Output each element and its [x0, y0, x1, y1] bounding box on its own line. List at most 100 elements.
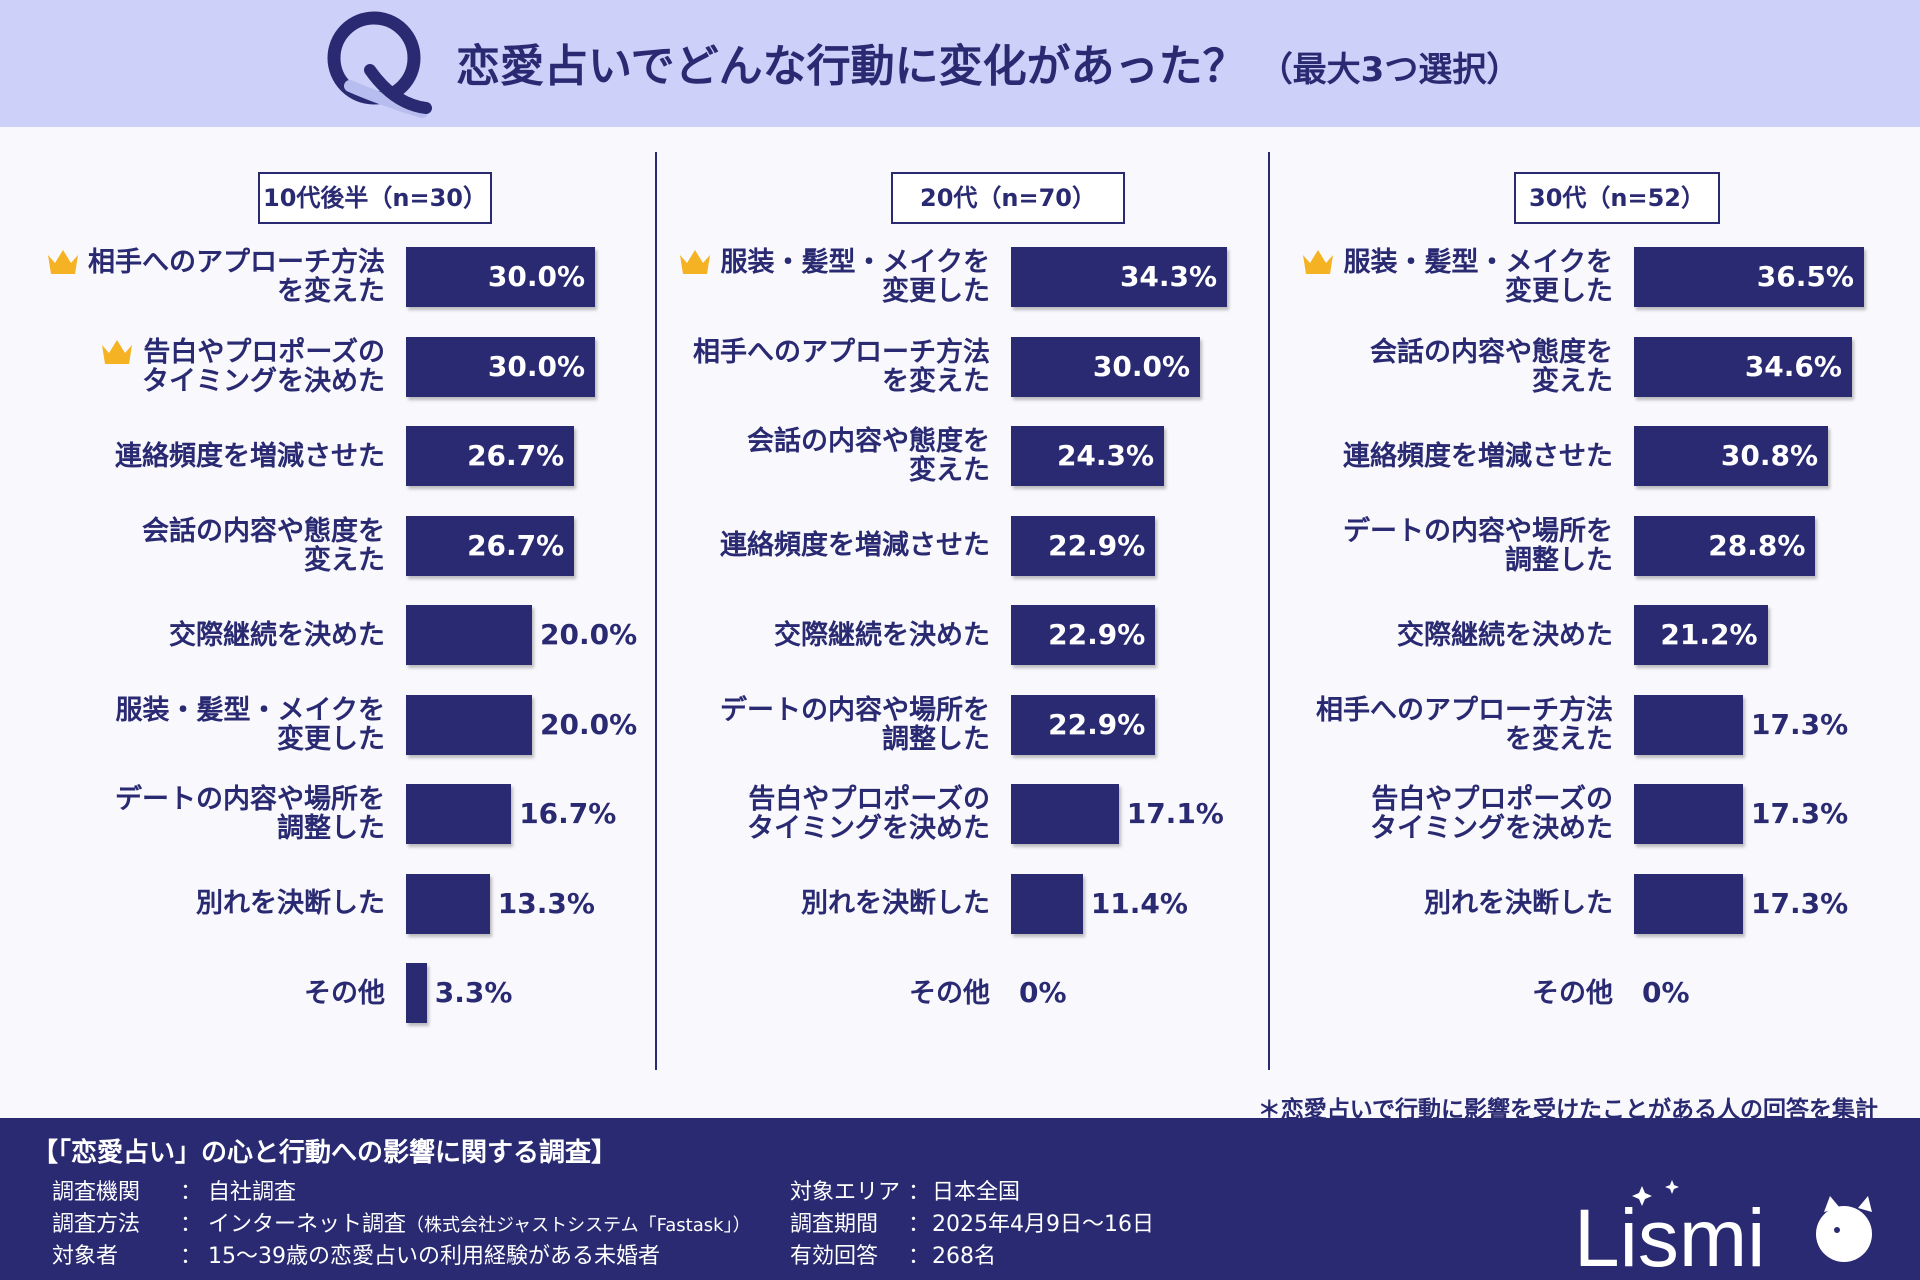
info-value: 15～39歳の恋愛占いの利用経験がある未婚者: [208, 1244, 660, 1269]
sparkle-icon: [1632, 1186, 1652, 1206]
survey-info-row: 対象エリア ：日本全国: [790, 1174, 1020, 1206]
value-label: 0%: [1642, 976, 1690, 1009]
category-label-line: 服装・髪型・メイクを: [1343, 247, 1613, 278]
category-label-line: を変えた: [277, 276, 385, 307]
info-sep: ：: [180, 1180, 203, 1205]
category-label: 連絡頻度を増減させた: [115, 426, 385, 486]
category-label-line: デートの内容や場所を: [720, 694, 990, 726]
value-label: 17.3%: [1750, 797, 1849, 830]
chart-row: 別れを決断した 17.3%: [1270, 873, 1920, 934]
category-label: デートの内容や場所を 調整した: [115, 784, 385, 844]
survey-info-row: 対象者 ： 15～39歳の恋愛占いの利用経験がある未婚者: [52, 1238, 660, 1270]
bar: [406, 784, 512, 844]
bar: [1011, 426, 1165, 486]
chart-row: 告白やプロポーズの タイミングを決めた 30.0%: [0, 336, 655, 397]
category-label: 服装・髪型・メイクを 変更した: [721, 247, 990, 307]
info-key: 対象エリア: [790, 1180, 901, 1205]
category-label-line: 服装・髪型・メイクを: [720, 247, 990, 278]
category-label-line: 告白やプロポーズの: [748, 784, 990, 815]
bar: [406, 694, 532, 755]
chart-row: デートの内容や場所を 調整した 28.8%: [1270, 515, 1920, 576]
bar: [406, 336, 595, 397]
chart-row: デートの内容や場所を 調整した 16.7%: [0, 784, 655, 844]
info-sep: ：: [180, 1212, 203, 1237]
category-label: 連絡頻度を増減させた: [720, 516, 990, 576]
crown-icon: [102, 339, 132, 364]
category-label-line: 変更した: [882, 276, 990, 307]
bar: [406, 515, 575, 576]
value-label: 28.8%: [1708, 528, 1806, 562]
chart-row: 相手へのアプローチ方法 を変えた 30.0%: [0, 247, 655, 307]
chart-panel-20s: 20代（n=70） 服装・髪型・メイクを 変更した 34.3% 相手へのアプローチ方法…: [657, 152, 1268, 1072]
header-band: 恋愛占いでどんな行動に変化があった？ （最大3つ選択）: [0, 0, 1920, 127]
category-label-line: 調整した: [882, 723, 990, 755]
category-label-line: 相手へのアプローチ方法: [88, 247, 385, 278]
value-label: 3.3%: [434, 976, 513, 1009]
chart-row: 相手へのアプローチ方法 を変えた 30.0%: [657, 336, 1268, 397]
value-label: 26.7%: [467, 439, 565, 472]
category-label: 連絡頻度を増減させた: [1343, 426, 1613, 486]
crown-icon: [48, 250, 78, 274]
category-label-line: 変えた: [304, 544, 385, 576]
value-label: 17.3%: [1750, 886, 1849, 920]
category-label: 相手へのアプローチ方法 を変えた: [88, 247, 385, 307]
category-label-line: 会話の内容や態度を: [142, 515, 385, 547]
category-label-line: タイミングを決めた: [142, 365, 385, 397]
bar: [406, 873, 490, 934]
category-label: 会話の内容や態度を 変えた: [747, 426, 990, 486]
chart-row: 別れを決断した 13.3%: [0, 873, 655, 934]
category-label-line: 変更した: [1505, 276, 1613, 307]
bar: [1011, 873, 1083, 934]
category-label-line: 変えた: [909, 455, 990, 486]
bar: [1011, 784, 1119, 844]
category-label: デートの内容や場所を 調整した: [1343, 516, 1613, 576]
info-sep: ：: [908, 1180, 931, 1205]
value-label: 30.0%: [487, 260, 585, 293]
group-label: 10代後半（n=30）: [258, 172, 492, 224]
value-label: 13.3%: [497, 886, 595, 920]
sparkle-icon: [1665, 1180, 1679, 1194]
cat-eye-icon: [1834, 1227, 1840, 1233]
info-key: 調査期間: [790, 1212, 879, 1237]
column-divider: [1268, 152, 1270, 1070]
category-label-line: 連絡頻度を増減させた: [115, 440, 385, 472]
crown-icon: [1303, 250, 1333, 274]
value-label: 20.0%: [540, 707, 638, 741]
category-label: 会話の内容や態度を 変えた: [1370, 337, 1613, 397]
category-label-line: 交際継続を決めた: [1397, 619, 1613, 651]
category-label-line: タイミングを決めた: [747, 813, 990, 844]
chart-row: その他 3.3%: [0, 963, 655, 1023]
info-key: 有効回答: [790, 1244, 879, 1269]
chart-row: その他 0%: [1270, 963, 1920, 1023]
bar: [1634, 694, 1743, 755]
value-label: 0%: [1019, 976, 1067, 1009]
category-label-line: 交際継続を決めた: [774, 619, 990, 651]
info-extra: （株式会社ジャストシステム「Fastask」）: [406, 1215, 751, 1236]
category-label-line: デートの内容や場所を: [115, 784, 385, 815]
info-sep: ：: [908, 1212, 931, 1237]
category-label-line: タイミングを決めた: [1370, 813, 1613, 844]
category-label: 服装・髪型・メイクを 変更した: [116, 695, 385, 755]
value-label: 17.3%: [1750, 707, 1849, 741]
category-label-line: 変更した: [277, 723, 385, 755]
chart-panel-10s: 10代後半（n=30） 相手へのアプローチ方法 を変えた 30.0% 告白やプロポーズ…: [0, 152, 655, 1072]
bar: [406, 426, 575, 486]
survey-info-row: 調査機関 ：自社調査: [52, 1174, 296, 1206]
chart-row: 連絡頻度を増減させた 30.8%: [1270, 426, 1920, 486]
cat-ears-icon: [1824, 1196, 1872, 1212]
category-label-line: 変えた: [1532, 365, 1613, 397]
category-label: 会話の内容や態度を 変えた: [142, 516, 385, 576]
value-label: 16.7%: [519, 797, 617, 830]
info-sep: ：: [180, 1244, 203, 1269]
value-label: 30.0%: [487, 349, 585, 383]
info-key: 調査方法: [52, 1212, 141, 1237]
footer: 【「恋愛占い」の心と行動への影響に関する調査】 調査機関：自社調査 調査方法：イ…: [0, 1118, 1920, 1280]
bar: [1634, 873, 1743, 934]
category-label: 交際継続を決めた: [1397, 605, 1613, 665]
value-label: 21.2%: [1660, 618, 1758, 651]
bar: [406, 247, 595, 307]
value-label: 34.3%: [1119, 260, 1218, 293]
value-label: 22.9%: [1048, 618, 1146, 651]
info-value: 自社調査: [208, 1180, 297, 1205]
bar: [1011, 694, 1156, 755]
